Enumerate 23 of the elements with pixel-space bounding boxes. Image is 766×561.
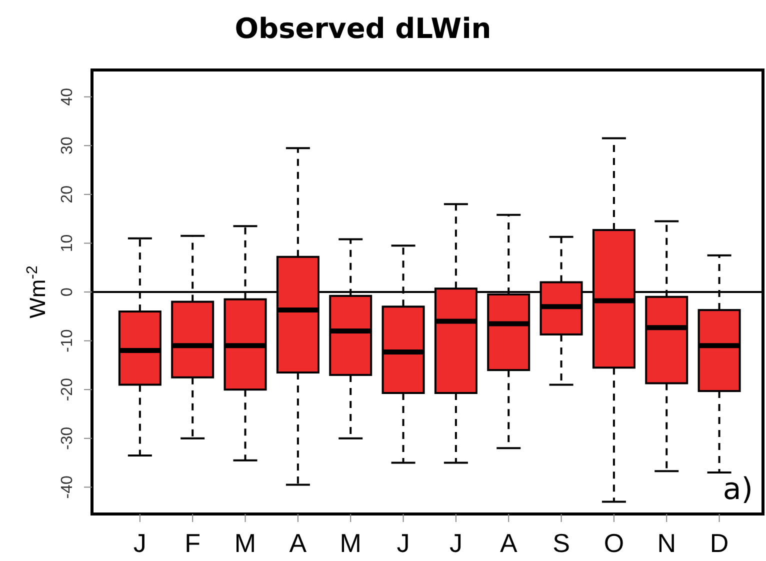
y-tick-label: -30 [59, 426, 76, 450]
annotation: a) [722, 472, 753, 507]
x-tick-label: M [340, 528, 362, 558]
y-tick-label: -40 [59, 476, 76, 499]
y-tick-label: 20 [59, 185, 76, 204]
x-tick-label: S [552, 528, 570, 558]
chart-title: Observed dLWin [234, 12, 492, 45]
y-tick-label: 0 [59, 287, 76, 296]
y-tick-label: -20 [59, 378, 76, 402]
x-tick-label: N [657, 528, 676, 558]
y-tick-label: 30 [59, 136, 76, 155]
x-tick-label: A [500, 528, 518, 558]
y-tick-label: 40 [59, 88, 76, 106]
x-tick-label: J [396, 528, 410, 558]
x-tick-label: O [604, 528, 624, 558]
x-tick-label: J [133, 528, 146, 558]
x-tick-label: J [449, 528, 462, 558]
y-tick-label: -10 [59, 329, 76, 352]
x-tick-label: D [710, 528, 729, 558]
x-tick-label: F [184, 528, 201, 558]
y-tick-label: 10 [59, 234, 76, 252]
x-tick-label: M [234, 528, 256, 558]
x-tick-label: A [289, 528, 308, 558]
